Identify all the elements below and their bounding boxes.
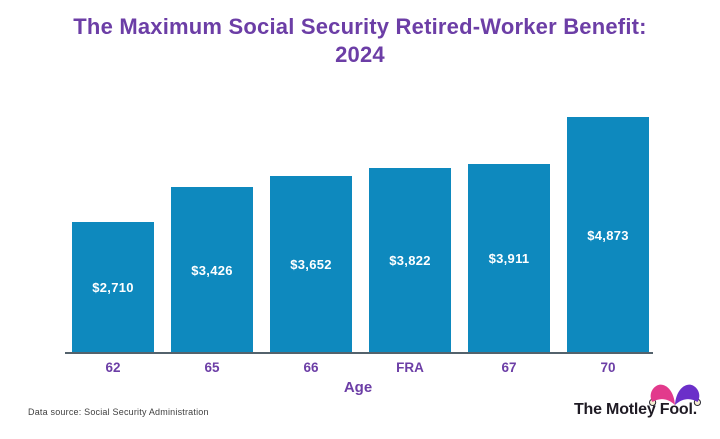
bar-age-62: $2,710 [72,222,154,353]
bar-value-label: $3,426 [191,262,233,278]
x-tick-70: 70 [600,360,616,375]
bar-value-label: $3,652 [290,257,332,272]
bar-value-label: $2,710 [92,280,134,295]
bar-value-label: $3,822 [389,253,431,268]
bar-age-65: $3,426 [171,187,253,353]
x-axis-line [65,352,653,354]
data-source-note: Data source: Social Security Administrat… [28,407,209,417]
x-tick-FRA: FRA [396,360,424,375]
bar-age-70: $4,873 [567,117,649,353]
bar-value-label: $3,911 [488,251,530,266]
x-tick-67: 67 [501,360,517,375]
bar-value-label: $4,873 [587,227,629,243]
x-tick-66: 66 [303,360,319,375]
jester-hat-icon [649,384,702,406]
bar-age-66: $3,652 [270,176,352,353]
chart-title-line1: The Maximum Social Security Retired-Work… [73,14,647,39]
bar-age-67: $3,911 [468,164,550,353]
chart-title: The Maximum Social Security Retired-Work… [0,13,720,69]
brand-name: The Motley Fool. [573,401,697,418]
x-tick-65: 65 [204,360,220,375]
x-axis-title: Age [343,379,373,396]
chart-title-line2: 2024 [335,42,385,67]
bar-age-FRA: $3,822 [369,168,451,353]
x-tick-62: 62 [105,360,121,375]
